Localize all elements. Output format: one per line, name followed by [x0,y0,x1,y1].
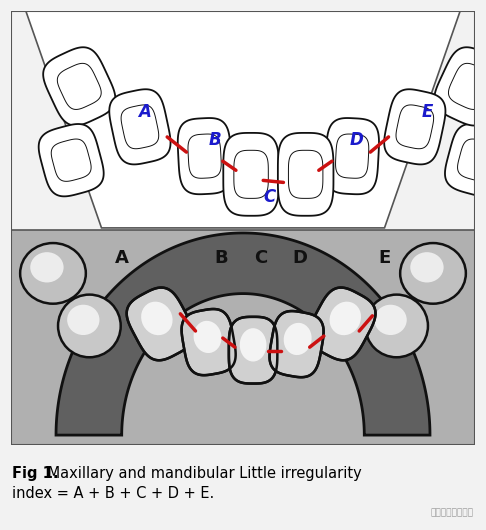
Ellipse shape [374,305,407,335]
Text: B: B [214,249,227,267]
Polygon shape [182,309,236,375]
Ellipse shape [365,295,428,357]
Polygon shape [109,89,171,164]
Text: 浙一口腔正奚林军: 浙一口腔正奚林军 [431,509,473,518]
Text: Fig 1.: Fig 1. [13,466,59,481]
Text: D: D [292,249,307,267]
Polygon shape [43,47,115,126]
Polygon shape [39,124,104,196]
Polygon shape [325,118,379,194]
Polygon shape [278,133,333,216]
Polygon shape [270,311,324,377]
Text: index = A + B + C + D + E.: index = A + B + C + D + E. [13,486,215,501]
Text: E: E [421,103,433,121]
Polygon shape [384,89,446,164]
Ellipse shape [400,243,466,304]
Text: C: C [255,249,268,267]
Polygon shape [309,288,376,360]
Ellipse shape [410,252,444,282]
Text: A: A [115,249,129,267]
Polygon shape [26,11,460,228]
Bar [11,230,475,445]
Ellipse shape [20,243,86,304]
Text: E: E [379,249,391,267]
Ellipse shape [284,323,312,355]
Ellipse shape [58,295,121,357]
Text: Maxillary and mandibular Little irregularity: Maxillary and mandibular Little irregula… [43,466,362,481]
Polygon shape [223,133,279,216]
Polygon shape [178,118,231,194]
Polygon shape [229,317,278,384]
Polygon shape [445,124,486,196]
Polygon shape [56,233,430,435]
Ellipse shape [330,302,361,335]
Text: C: C [263,188,276,206]
Text: A: A [139,103,152,121]
Polygon shape [127,288,193,360]
Ellipse shape [193,321,222,353]
Ellipse shape [141,302,173,335]
Ellipse shape [30,252,64,282]
Ellipse shape [240,328,266,361]
Polygon shape [434,47,486,126]
Ellipse shape [67,305,100,335]
Text: D: D [349,131,363,149]
Text: B: B [208,131,221,149]
